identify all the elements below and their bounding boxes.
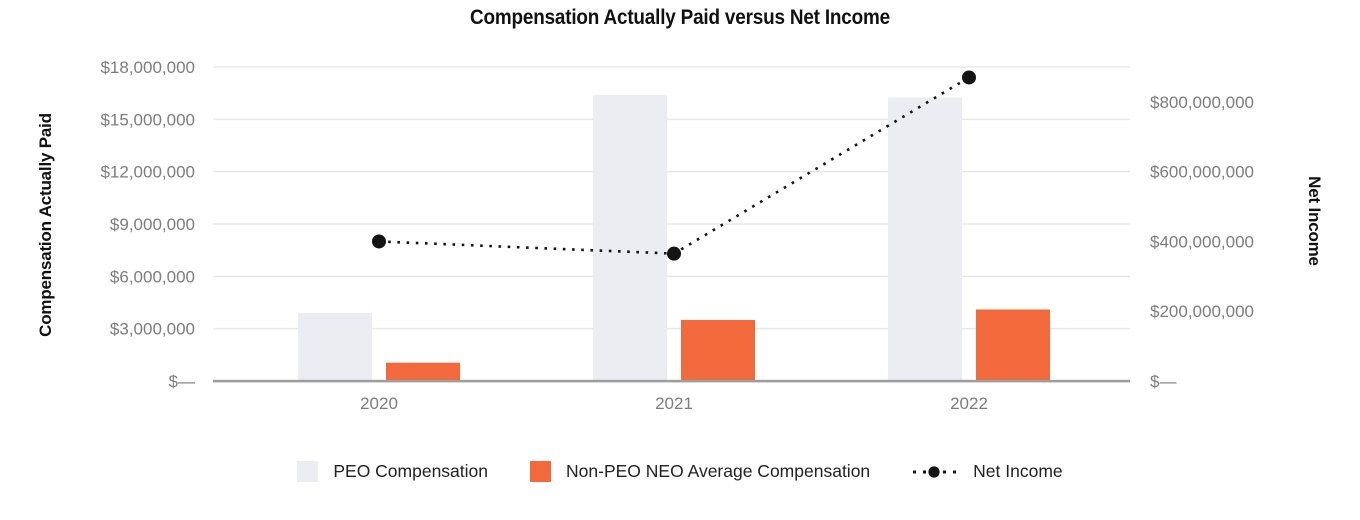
right-axis-tick: $800,000,000 (1150, 93, 1254, 112)
left-axis-tick: $— (169, 372, 195, 391)
legend-label: Net Income (973, 461, 1063, 481)
right-axis-tick: $600,000,000 (1150, 163, 1254, 182)
bar-peo-2022 (888, 97, 962, 382)
right-axis-tick: $— (1150, 372, 1176, 391)
x-axis-line (213, 379, 1130, 383)
legend-item-net-income: Net Income (912, 461, 1063, 482)
peo-compensation-swatch (297, 461, 319, 482)
left-axis-tick: $15,000,000 (100, 110, 195, 129)
right-axis-tick: $400,000,000 (1150, 232, 1254, 251)
bar-non-peo-2021 (681, 319, 755, 381)
non-peo-compensation-swatch (530, 461, 552, 482)
legend-label: Non-PEO NEO Average Compensation (566, 461, 871, 481)
left-axis-tick: $3,000,000 (110, 320, 195, 339)
legend-label: PEO Compensation (333, 461, 489, 481)
bar-peo-2020 (298, 312, 372, 381)
chart-legend: PEO Compensation Non-PEO NEO Average Com… (0, 461, 1360, 482)
left-axis-tick: $18,000,000 (100, 58, 195, 77)
bar-peo-2021 (593, 94, 667, 382)
x-axis-label-2021: 2021 (655, 394, 693, 413)
net-income-point-2020 (372, 234, 386, 249)
left-axis-tick: $12,000,000 (100, 163, 195, 182)
net-income-line (378, 76, 970, 255)
bar-non-peo-2020 (386, 362, 460, 381)
net-income-line-marker (913, 465, 958, 478)
x-axis-label-2022: 2022 (950, 394, 988, 413)
left-axis-tick: $6,000,000 (110, 267, 195, 286)
legend-item-non-peo-compensation: Non-PEO NEO Average Compensation (530, 461, 870, 482)
net-income-point-2021 (667, 246, 681, 261)
legend-item-peo-compensation: PEO Compensation (297, 461, 488, 482)
chart-plot-area: $— $3,000,000 $6,000,000 $9,000,000 $12,000,… (100, 58, 1254, 413)
right-axis-tick: $200,000,000 (1150, 302, 1254, 321)
chart-title: Compensation Actually Paid versus Net In… (470, 6, 890, 29)
bar-non-peo-2022 (976, 309, 1050, 381)
net-income-point-2022 (962, 70, 976, 85)
x-axis-label-2020: 2020 (360, 394, 398, 413)
left-axis-tick: $9,000,000 (110, 215, 195, 234)
